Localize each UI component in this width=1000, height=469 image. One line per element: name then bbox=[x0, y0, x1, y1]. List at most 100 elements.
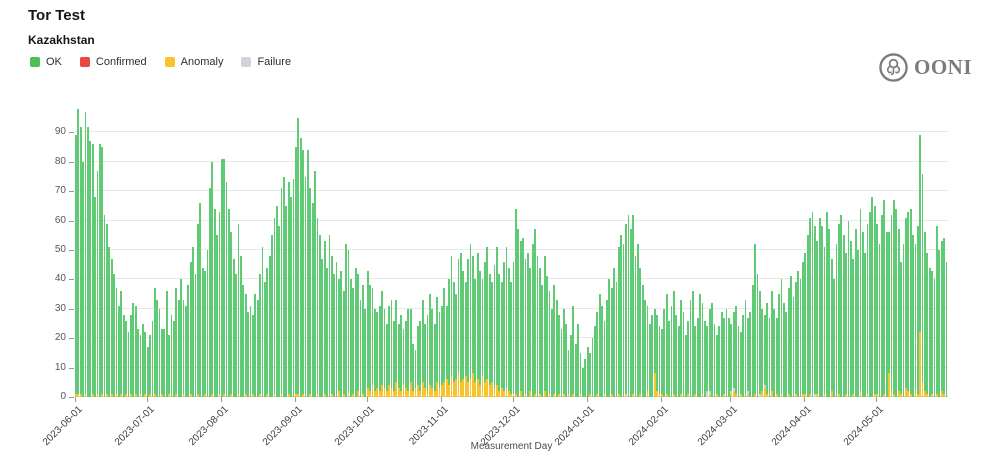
measurement-day-bar[interactable] bbox=[75, 135, 77, 397]
measurement-day-bar[interactable] bbox=[156, 299, 159, 397]
measurement-day-bar[interactable] bbox=[926, 252, 929, 397]
measurement-day-bar[interactable] bbox=[632, 214, 635, 397]
measurement-day-bar[interactable] bbox=[201, 267, 204, 397]
measurement-day-bar[interactable] bbox=[402, 329, 405, 397]
measurement-day-bar[interactable] bbox=[890, 214, 893, 397]
measurement-day-bar[interactable] bbox=[790, 276, 792, 397]
measurement-day-bar[interactable] bbox=[653, 308, 656, 397]
measurement-day-bar[interactable] bbox=[335, 261, 338, 397]
measurement-day-bar[interactable] bbox=[149, 335, 151, 397]
measurement-day-bar[interactable] bbox=[450, 255, 453, 397]
measurement-day-bar[interactable] bbox=[572, 305, 575, 397]
measurement-day-bar[interactable] bbox=[830, 258, 833, 397]
measurement-day-bar[interactable] bbox=[782, 302, 785, 397]
measurement-day-bar[interactable] bbox=[629, 229, 632, 397]
measurement-day-bar[interactable] bbox=[108, 247, 111, 397]
measurement-day-bar[interactable] bbox=[715, 335, 718, 397]
measurement-day-bar[interactable] bbox=[240, 255, 242, 397]
measurement-day-bar[interactable] bbox=[436, 297, 438, 397]
measurement-day-bar[interactable] bbox=[725, 308, 728, 397]
measurement-day-bar[interactable] bbox=[826, 211, 828, 397]
measurement-day-bar[interactable] bbox=[342, 291, 345, 397]
measurement-day-bar[interactable] bbox=[577, 323, 580, 397]
measurement-day-bar[interactable] bbox=[283, 176, 285, 397]
measurement-day-bar[interactable] bbox=[182, 299, 185, 397]
measurement-day-bar[interactable] bbox=[309, 188, 312, 397]
measurement-day-bar[interactable] bbox=[625, 223, 627, 397]
measurement-day-bar[interactable] bbox=[405, 320, 407, 397]
measurement-day-bar[interactable] bbox=[393, 320, 395, 397]
measurement-day-bar[interactable] bbox=[462, 270, 465, 397]
measurement-day-bar[interactable] bbox=[938, 250, 941, 397]
measurement-day-bar[interactable] bbox=[943, 238, 945, 397]
measurement-day-bar[interactable] bbox=[263, 282, 266, 397]
measurement-day-bar[interactable] bbox=[120, 291, 123, 397]
measurement-day-bar[interactable] bbox=[519, 241, 522, 397]
measurement-day-bar[interactable] bbox=[127, 332, 130, 397]
measurement-day-bar[interactable] bbox=[158, 308, 161, 397]
measurement-day-bar[interactable] bbox=[448, 279, 450, 397]
measurement-day-bar[interactable] bbox=[701, 302, 704, 397]
measurement-day-bar[interactable] bbox=[806, 235, 809, 397]
measurement-day-bar[interactable] bbox=[122, 314, 125, 397]
measurement-day-bar[interactable] bbox=[359, 299, 362, 397]
measurement-day-bar[interactable] bbox=[821, 226, 824, 397]
measurement-day-bar[interactable] bbox=[785, 311, 788, 397]
measurement-day-bar[interactable] bbox=[739, 332, 742, 397]
measurement-day-bar[interactable] bbox=[687, 320, 690, 397]
measurement-day-bar[interactable] bbox=[285, 205, 288, 397]
measurement-day-bar[interactable] bbox=[220, 158, 223, 397]
measurement-day-bar[interactable] bbox=[842, 235, 845, 397]
measurement-day-bar[interactable] bbox=[443, 288, 446, 397]
measurement-day-bar[interactable] bbox=[419, 320, 422, 397]
measurement-day-bar[interactable] bbox=[106, 223, 108, 397]
measurement-day-bar[interactable] bbox=[321, 258, 324, 397]
measurement-day-bar[interactable] bbox=[866, 223, 869, 397]
measurement-day-bar[interactable] bbox=[651, 314, 654, 397]
measurement-day-bar[interactable] bbox=[412, 344, 415, 397]
measurement-day-bar[interactable] bbox=[582, 367, 584, 397]
measurement-day-bar[interactable] bbox=[486, 247, 489, 397]
measurement-day-bar[interactable] bbox=[689, 299, 692, 397]
measurement-day-bar[interactable] bbox=[440, 305, 443, 397]
measurement-day-bar[interactable] bbox=[744, 299, 747, 397]
measurement-day-bar[interactable] bbox=[792, 297, 795, 397]
measurement-day-bar[interactable] bbox=[185, 305, 187, 397]
measurement-day-bar[interactable] bbox=[835, 244, 838, 397]
measurement-day-bar[interactable] bbox=[89, 141, 92, 397]
measurement-day-bar[interactable] bbox=[613, 267, 615, 397]
measurement-day-bar[interactable] bbox=[426, 314, 429, 397]
measurement-day-bar[interactable] bbox=[646, 305, 649, 397]
measurement-day-bar[interactable] bbox=[472, 255, 474, 397]
measurement-day-bar[interactable] bbox=[900, 261, 902, 397]
measurement-day-bar[interactable] bbox=[464, 282, 467, 397]
measurement-day-bar[interactable] bbox=[907, 211, 910, 397]
measurement-day-bar[interactable] bbox=[718, 326, 721, 397]
measurement-day-bar[interactable] bbox=[684, 335, 687, 397]
measurement-day-bar[interactable] bbox=[861, 232, 864, 397]
measurement-day-bar[interactable] bbox=[139, 335, 142, 397]
measurement-day-bar[interactable] bbox=[811, 211, 814, 397]
measurement-day-bar[interactable] bbox=[94, 197, 96, 397]
measurement-day-bar[interactable] bbox=[292, 179, 295, 397]
measurement-day-bar[interactable] bbox=[113, 273, 116, 397]
measurement-day-bar[interactable] bbox=[345, 244, 348, 397]
measurement-day-bar[interactable] bbox=[407, 308, 410, 397]
measurement-day-bar[interactable] bbox=[510, 282, 513, 397]
measurement-day-bar[interactable] bbox=[543, 255, 546, 397]
measurement-day-bar[interactable] bbox=[787, 288, 790, 397]
measurement-day-bar[interactable] bbox=[371, 288, 374, 397]
measurement-day-bar[interactable] bbox=[869, 211, 871, 397]
measurement-day-bar[interactable] bbox=[98, 144, 101, 397]
measurement-day-bar[interactable] bbox=[137, 329, 139, 397]
measurement-day-bar[interactable] bbox=[192, 247, 194, 397]
measurement-day-bar[interactable] bbox=[273, 217, 276, 397]
measurement-day-bar[interactable] bbox=[141, 323, 144, 397]
measurement-day-bar[interactable] bbox=[86, 126, 89, 397]
measurement-day-bar[interactable] bbox=[455, 294, 458, 397]
measurement-day-bar[interactable] bbox=[146, 347, 149, 397]
measurement-day-bar[interactable] bbox=[649, 323, 651, 397]
measurement-day-bar[interactable] bbox=[799, 279, 802, 397]
measurement-day-bar[interactable] bbox=[732, 311, 735, 397]
measurement-day-bar[interactable] bbox=[916, 226, 919, 397]
